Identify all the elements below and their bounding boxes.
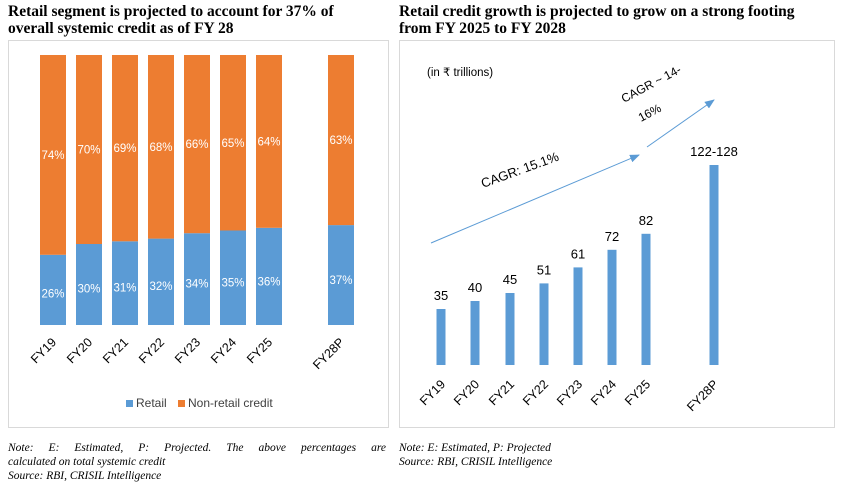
non-retail-pct-label-fy28p: 63% [329,135,352,147]
bar-fy24 [607,249,617,365]
x-tick-label-fy23: FY23 [172,335,203,366]
x-tick-label-fy24: FY24 [208,335,239,366]
left-chart-title: Retail segment is projected to account f… [8,3,334,37]
right-chart-panel: (in ₹ trillions) CAGR: 15.1% CAGR ~ 14- … [399,40,835,428]
retail-pct-label-fy21: 31% [113,282,136,294]
value-label-fy22: 51 [537,262,551,277]
x-tick-label-fy22: FY22 [136,335,167,366]
non-retail-bar-fy28p [328,55,354,226]
x-tick-label-fy19: FY19 [28,335,59,366]
bar-fy21 [505,293,515,365]
bar-fy23 [573,267,583,365]
right-chart-title: Retail credit growth is projected to gro… [399,3,795,37]
x-tick-label-fy28p: FY28P [684,377,721,414]
non-retail-bar-fy22 [148,55,174,239]
stacked-percent-bar-chart: 26% 74% 30% 70% 31% 69% 32% 68% 34% 66% 35% 65% 36% 6… [28,55,354,410]
retail-bar-fy22 [148,238,174,325]
non-retail-bar-fy21 [112,55,138,242]
non-retail-bar-fy25 [256,55,282,228]
retail-credit-bar-chart: (in ₹ trillions) CAGR: 15.1% CAGR ~ 14- … [417,62,738,414]
retail-bar-fy24 [220,230,246,325]
bar-fy25 [641,233,651,365]
x-tick-label-fy28p: FY28P [310,335,347,372]
retail-bar-fy20 [76,244,102,325]
non-retail-pct-label-fy25: 64% [257,136,280,148]
left-chart-note: Note: E: Estimated, P: Projected. The ab… [8,442,386,482]
non-retail-pct-label-fy24: 65% [221,138,244,150]
legend-label-retail: Retail [136,396,167,410]
non-retail-bar-fy24 [220,55,246,231]
x-tick-label-fy21: FY21 [486,377,517,408]
retail-pct-label-fy24: 35% [221,277,244,289]
cagr-arrows: CAGR: 15.1% CAGR ~ 14- 16% [430,62,715,244]
value-label-fy25: 82 [639,213,653,228]
non-retail-pct-label-fy21: 69% [113,143,136,155]
legend-swatch-retail [126,400,133,407]
cagr-label-projected-line2: 16% [636,101,664,125]
x-tick-label-fy24: FY24 [588,377,619,408]
x-tick-label-fy20: FY20 [451,377,482,408]
retail-bar-fy19 [40,254,66,325]
bar-fy22 [539,283,549,365]
retail-pct-label-fy20: 30% [77,284,100,296]
value-label-fy28p: 122-128 [690,144,738,159]
bar-fy20 [470,301,480,365]
value-label-fy21: 45 [503,272,517,287]
legend-swatch-non-retail [178,400,185,407]
cagr-label-projected-line1: CAGR ~ 14- [619,62,684,105]
value-label-fy23: 61 [571,246,585,261]
non-retail-pct-label-fy20: 70% [77,145,100,157]
left-chart-panel: 26% 74% 30% 70% 31% 69% 32% 68% 34% 66% 35% 65% 36% 6… [8,40,389,428]
non-retail-pct-label-fy22: 68% [149,142,172,154]
value-label-fy19: 35 [434,288,448,303]
retail-bar-fy28p [328,225,354,325]
non-retail-pct-label-fy19: 74% [41,150,64,162]
cagr-arrow-projected [646,99,715,148]
retail-pct-label-fy22: 32% [149,281,172,293]
x-tick-label-fy21: FY21 [100,335,131,366]
retail-bar-fy21 [112,241,138,325]
cagr-label-historical: CAGR: 15.1% [479,149,561,191]
retail-bar-fy25 [256,227,282,325]
legend-label-non-retail: Non-retail credit [188,396,273,410]
value-label-fy24: 72 [605,229,619,244]
non-retail-bar-fy19 [40,55,66,255]
x-tick-label-fy22: FY22 [520,377,551,408]
right-chart-note: Note: E: Estimated, P: Projected Source:… [399,442,553,468]
bar-fy19 [436,309,446,365]
unit-label: (in ₹ trillions) [427,67,493,79]
bar-fy28p [709,165,719,365]
x-tick-label-fy25: FY25 [622,377,653,408]
x-tick-label-fy19: FY19 [417,377,448,408]
x-tick-label-fy23: FY23 [554,377,585,408]
non-retail-pct-label-fy23: 66% [185,139,208,151]
retail-bar-fy23 [184,233,210,325]
value-label-fy20: 40 [468,280,482,295]
retail-pct-label-fy23: 34% [185,279,208,291]
non-retail-bar-fy20 [76,55,102,244]
x-tick-label-fy20: FY20 [64,335,95,366]
cagr-arrow-historical [430,154,640,244]
retail-pct-label-fy19: 26% [41,288,64,300]
legend: Retail Non-retail credit [126,396,273,410]
non-retail-bar-fy23 [184,55,210,234]
retail-pct-label-fy25: 36% [257,276,280,288]
x-tick-label-fy25: FY25 [244,335,275,366]
retail-pct-label-fy28p: 37% [329,275,352,287]
